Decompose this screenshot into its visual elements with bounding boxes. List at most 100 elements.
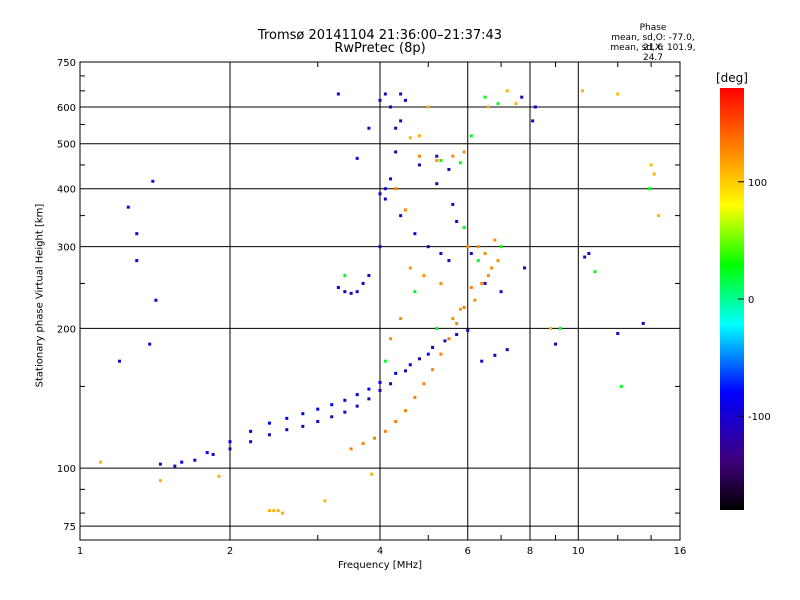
x-tick-label: 8 xyxy=(527,546,533,557)
colorbar-tick-label: -100 xyxy=(748,412,771,423)
data-point xyxy=(435,326,439,330)
data-point xyxy=(399,317,403,321)
data-point xyxy=(99,460,103,464)
data-point xyxy=(285,416,289,420)
data-point xyxy=(383,359,387,363)
data-point xyxy=(267,509,271,513)
data-point xyxy=(431,345,435,349)
phase-stats-x: mean, sd,X: 101.9, 24.7 xyxy=(610,43,696,63)
data-point xyxy=(616,332,620,336)
data-point xyxy=(330,415,334,419)
data-point xyxy=(403,98,407,102)
data-point xyxy=(422,274,426,278)
data-point xyxy=(413,232,417,236)
data-point xyxy=(496,259,500,263)
data-point xyxy=(367,126,371,130)
data-point xyxy=(394,420,398,424)
data-point xyxy=(349,447,353,451)
data-point xyxy=(394,371,398,375)
data-point xyxy=(408,266,412,270)
data-point xyxy=(417,154,421,158)
data-point xyxy=(228,440,232,444)
data-point xyxy=(336,286,340,290)
data-point xyxy=(469,134,473,138)
data-point xyxy=(301,412,305,416)
data-point xyxy=(458,307,462,311)
data-point xyxy=(343,290,347,294)
data-point xyxy=(417,134,421,138)
data-point xyxy=(435,159,439,163)
data-point xyxy=(466,245,470,249)
data-point xyxy=(593,270,597,274)
data-point xyxy=(514,102,518,106)
data-point xyxy=(355,156,359,160)
data-point xyxy=(355,393,359,397)
data-point xyxy=(483,252,487,256)
data-point xyxy=(249,440,253,444)
data-point xyxy=(480,359,484,363)
data-point xyxy=(426,352,430,356)
data-point xyxy=(180,460,184,464)
data-point xyxy=(316,420,320,424)
data-point xyxy=(523,266,527,270)
data-point xyxy=(383,187,387,191)
data-point xyxy=(276,509,280,513)
colorbar-label: [deg] xyxy=(716,71,748,85)
y-tick-label: 600 xyxy=(57,103,76,114)
data-point xyxy=(394,187,398,191)
data-point xyxy=(581,89,585,93)
y-tick-label: 200 xyxy=(57,324,76,335)
data-point xyxy=(378,388,382,392)
y-axis-label: Stationary phase Virtual Height [km] xyxy=(34,203,46,388)
data-point xyxy=(439,159,443,163)
colorbar-tick-label: 0 xyxy=(748,295,754,306)
data-point xyxy=(649,163,653,167)
data-point xyxy=(408,136,412,140)
axis-ticks: 1 2 4 6 8 10 16 75 100 200 300 400 500 600 750 xyxy=(57,58,686,557)
y-tick-label: 300 xyxy=(57,243,76,254)
x-axis-label: Frequency [MHz] xyxy=(338,560,422,571)
data-point xyxy=(657,214,661,218)
data-point xyxy=(378,245,382,249)
data-point xyxy=(349,291,353,295)
data-point xyxy=(417,163,421,167)
data-point xyxy=(403,409,407,413)
data-point xyxy=(285,428,289,432)
data-point xyxy=(403,208,407,212)
data-point xyxy=(451,154,455,158)
data-point xyxy=(458,161,462,165)
data-point xyxy=(443,339,447,343)
data-point xyxy=(558,326,562,330)
data-point xyxy=(281,511,285,515)
data-point xyxy=(361,281,365,285)
data-point xyxy=(587,252,591,256)
data-point xyxy=(417,357,421,361)
data-point xyxy=(439,281,443,285)
data-point xyxy=(473,298,477,302)
data-point xyxy=(499,245,503,249)
data-point xyxy=(486,105,490,109)
data-point xyxy=(439,252,443,256)
x-tick-label: 4 xyxy=(377,546,383,557)
data-point xyxy=(135,232,139,236)
data-point xyxy=(413,290,417,294)
data-point xyxy=(616,92,620,96)
data-point xyxy=(267,421,271,425)
data-point xyxy=(361,441,365,445)
data-point xyxy=(486,274,490,278)
data-point xyxy=(451,202,455,206)
data-point xyxy=(531,119,535,123)
data-point xyxy=(422,382,426,386)
y-tick-label: 75 xyxy=(63,522,76,533)
data-point xyxy=(249,429,253,433)
x-tick-label: 1 xyxy=(77,546,83,557)
data-point xyxy=(378,192,382,196)
x-tick-label: 6 xyxy=(465,546,471,557)
data-point xyxy=(389,105,393,109)
data-point xyxy=(367,397,371,401)
data-point xyxy=(499,290,503,294)
data-point xyxy=(173,464,177,468)
data-point xyxy=(476,259,480,263)
data-point xyxy=(641,321,645,325)
